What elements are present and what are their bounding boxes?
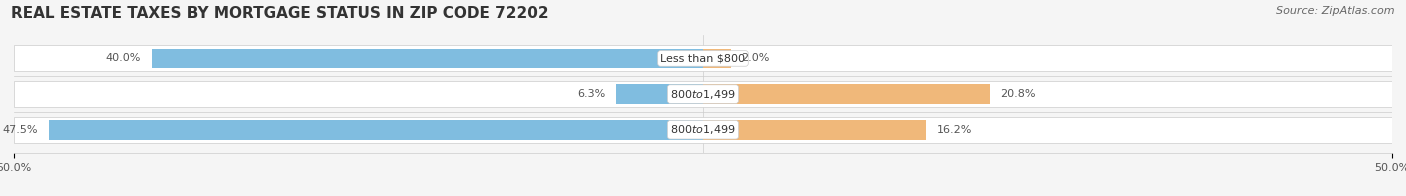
Text: $800 to $1,499: $800 to $1,499 [671, 88, 735, 101]
Bar [14, 81, 1392, 107]
Text: 16.2%: 16.2% [938, 125, 973, 135]
Bar [703, 120, 927, 140]
Text: 47.5%: 47.5% [1, 125, 38, 135]
Bar [616, 84, 703, 104]
Text: 40.0%: 40.0% [105, 54, 141, 64]
Bar [152, 49, 703, 68]
Text: Less than $800: Less than $800 [661, 54, 745, 64]
Bar [48, 120, 703, 140]
Text: 6.3%: 6.3% [576, 89, 605, 99]
Text: REAL ESTATE TAXES BY MORTGAGE STATUS IN ZIP CODE 72202: REAL ESTATE TAXES BY MORTGAGE STATUS IN … [11, 6, 548, 21]
Text: 20.8%: 20.8% [1001, 89, 1036, 99]
Bar [14, 117, 1392, 143]
Text: 2.0%: 2.0% [741, 54, 770, 64]
Text: Source: ZipAtlas.com: Source: ZipAtlas.com [1277, 6, 1395, 16]
Bar [703, 84, 990, 104]
Text: $800 to $1,499: $800 to $1,499 [671, 123, 735, 136]
Bar [703, 49, 731, 68]
Bar [14, 45, 1392, 72]
